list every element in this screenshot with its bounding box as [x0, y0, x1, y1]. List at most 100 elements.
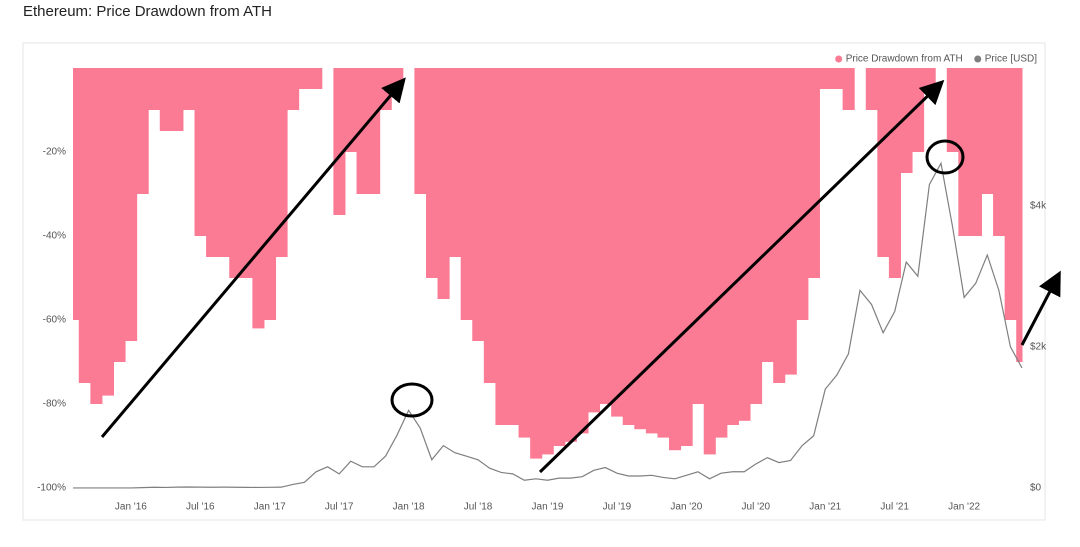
drawdown-bar: [275, 68, 288, 257]
drawdown-bar: [553, 68, 566, 446]
y-tick-label: -20%: [43, 147, 66, 158]
drawdown-bar: [993, 68, 1006, 236]
drawdown-bar: [530, 68, 543, 459]
circle: [390, 382, 434, 418]
legend-label: Price [USD]: [985, 54, 1037, 65]
drawdown-bar: [252, 68, 265, 329]
drawdown-bar: [877, 68, 890, 257]
drawdown-bar: [634, 68, 647, 430]
drawdown-bar: [645, 68, 658, 434]
drawdown-bar: [703, 68, 716, 455]
drawdown-bar: [182, 68, 196, 110]
drawdown-bar: [958, 68, 971, 236]
drawdown-bar: [923, 68, 936, 89]
drawdown-bar: [842, 68, 855, 110]
drawdown-bar: [460, 68, 473, 320]
legend-label: Price Drawdown from ATH: [846, 54, 963, 65]
drawdown-bar: [796, 68, 809, 320]
annotations: Price [USD] Price Drawdown from ATH: [100, 54, 1061, 474]
x-tick-label: Jul '20: [742, 502, 771, 513]
drawdown-bar: [171, 68, 184, 131]
drawdown-bar: [148, 68, 161, 110]
drawdown-bar: [622, 68, 635, 425]
drawdown-bar: [194, 68, 207, 236]
x-tick-label: Jul '19: [603, 502, 632, 513]
drawdown-bar: [784, 68, 797, 375]
drawdown-bar: [576, 68, 589, 434]
drawdown-bar: [900, 68, 913, 173]
drawdown-bar: [368, 68, 381, 194]
drawdown-bar: [773, 68, 786, 383]
x-tick-label: Jan '18: [393, 502, 425, 513]
drawdown-bar: [981, 68, 994, 194]
drawdown-bar: [657, 68, 670, 438]
y-tick-label: -40%: [43, 231, 66, 242]
y2-tick-label: $4k: [1030, 200, 1047, 211]
drawdown-bar: [865, 68, 878, 110]
drawdown-bar: [831, 68, 844, 89]
drawdown-bar: [344, 68, 358, 152]
x-tick-label: Jan '19: [532, 502, 564, 513]
drawdown-bar: [240, 68, 253, 278]
y-tick-label: -60%: [43, 315, 66, 326]
drawdown-bar: [541, 68, 554, 455]
drawdown-bar: [310, 68, 323, 89]
drawdown-bar: [414, 68, 427, 194]
drawdown-bar: [750, 68, 763, 404]
drawdown-bar: [715, 68, 728, 438]
drawdown-bar: [472, 68, 485, 341]
x-tick-label: Jan '22: [948, 502, 980, 513]
drawdown-bar: [680, 68, 693, 446]
x-tick-label: Jul '16: [186, 502, 215, 513]
drawdown-bar: [298, 68, 311, 89]
drawdown-bar: [449, 68, 462, 257]
drawdown-bar: [946, 68, 959, 152]
drawdown-bar: [888, 68, 901, 278]
drawdown-bar: [333, 68, 346, 215]
drawdown-bar: [692, 68, 705, 404]
circle: [925, 139, 965, 175]
drawdown-bar: [263, 68, 277, 320]
drawdown-bar: [1016, 68, 1023, 362]
drawdown-bar: [483, 68, 496, 383]
drawdown-bar: [1004, 68, 1017, 320]
drawdown-bar: [761, 68, 774, 362]
drawdown-bar: [611, 68, 624, 417]
x-tick-label: Jan '17: [254, 502, 286, 513]
drawdown-bar: [379, 68, 392, 110]
drawdown-bar: [669, 68, 682, 451]
drawdown-bar: [217, 68, 230, 257]
chart-title: Ethereum: Price Drawdown from ATH: [23, 3, 272, 20]
x-tick-label: Jan '16: [115, 502, 147, 513]
drawdown-bar: [78, 68, 91, 383]
arrow: [100, 77, 406, 438]
drawdown-bar: [969, 68, 982, 236]
plot: -20% -40% -60% -80% -100% $0 $2k $4k Jan '16 Jul …: [37, 68, 1047, 513]
drawdown-bar: [564, 68, 577, 442]
drawdown-bar: [159, 68, 172, 131]
drawdown-bar: [356, 68, 369, 194]
drawdown-bar: [125, 68, 138, 341]
legend-swatch: [974, 55, 982, 63]
drawdown-bar: [437, 68, 450, 299]
x-tick-label: Jan '21: [809, 502, 841, 513]
drawdown-bar: [206, 68, 219, 257]
y2-tick-label: $0: [1030, 483, 1042, 494]
drawdown-bar: [588, 68, 601, 413]
drawdown-bar: [101, 68, 115, 396]
drawdown-bar: [113, 68, 126, 362]
drawdown-bar: [495, 68, 508, 425]
arrow: [1020, 270, 1061, 346]
drawdown-bar: [425, 68, 439, 278]
drawdown-bar: [518, 68, 531, 438]
drawdown-bar: [90, 68, 103, 404]
legend-swatch: [835, 55, 843, 63]
drawdown-bar: [506, 68, 520, 425]
x-tick-label: Jul '21: [880, 502, 909, 513]
drawdown-bar: [738, 68, 751, 421]
drawdown-bar: [287, 68, 300, 110]
x-tick-label: Jan '20: [670, 502, 702, 513]
y-tick-label: -100%: [37, 483, 66, 494]
drawdown-bar: [136, 68, 149, 194]
